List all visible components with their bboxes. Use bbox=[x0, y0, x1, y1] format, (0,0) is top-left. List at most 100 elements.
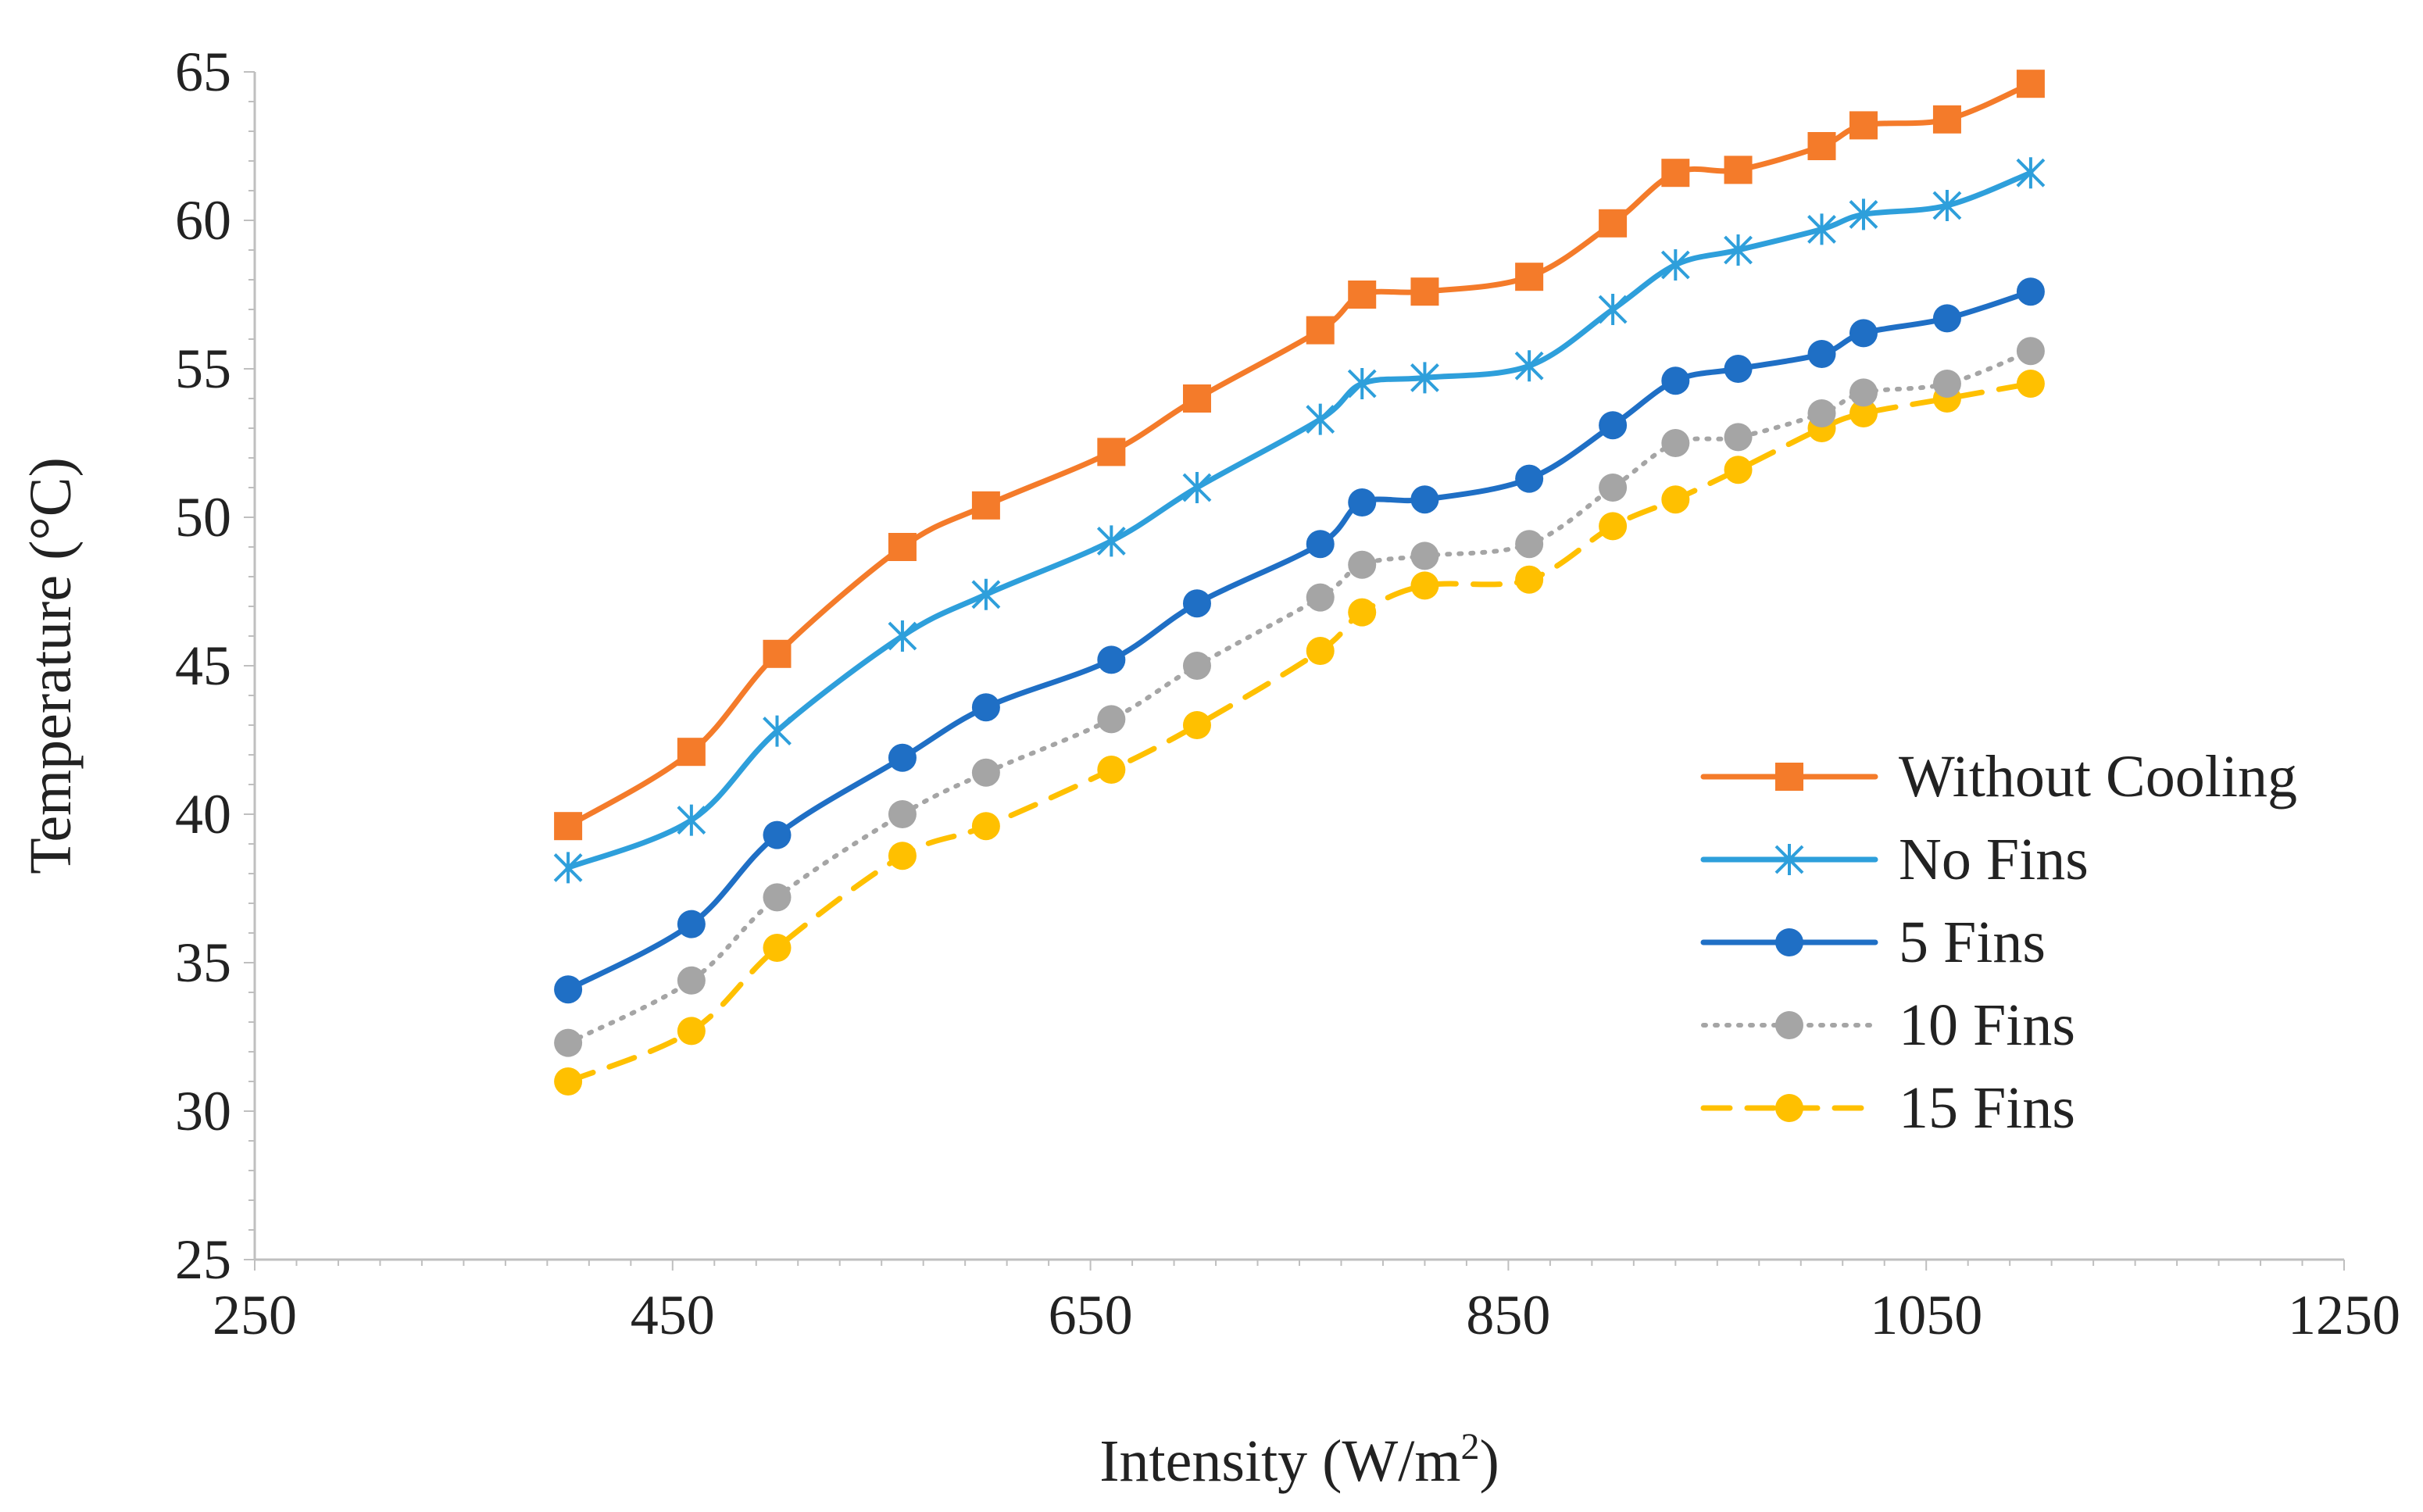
data-point-no-fins bbox=[1347, 368, 1377, 399]
data-point-5-fins bbox=[1410, 485, 1439, 514]
y-tick-label: 60 bbox=[175, 189, 231, 252]
data-point-5-fins bbox=[1097, 645, 1126, 674]
data-point-5-fins bbox=[2016, 277, 2045, 306]
data-point-10-fins bbox=[1932, 370, 1961, 398]
legend-label: No Fins bbox=[1899, 827, 2089, 892]
data-point-no-fins bbox=[763, 715, 792, 747]
data-point-10-fins bbox=[1515, 530, 1544, 559]
series-10-fins bbox=[554, 337, 2045, 1057]
legend-item-no-fins: No Fins bbox=[1700, 827, 2089, 892]
y-tick-label: 30 bbox=[175, 1080, 231, 1142]
data-point-5-fins bbox=[1661, 366, 1690, 395]
legend-label: 15 Fins bbox=[1899, 1075, 2075, 1141]
data-point-no-fins bbox=[1849, 198, 1878, 231]
data-point-5-fins bbox=[1724, 355, 1753, 383]
data-point-no-fins bbox=[1724, 234, 1753, 266]
data-point-without-cooling bbox=[1348, 281, 1377, 309]
data-point-15-fins bbox=[554, 1067, 583, 1096]
y-tick-label: 35 bbox=[175, 931, 231, 994]
y-axis-title: Temperature (°C) bbox=[18, 457, 84, 874]
data-point-10-fins bbox=[554, 1028, 583, 1057]
data-point-5-fins bbox=[1306, 530, 1335, 559]
data-point-without-cooling bbox=[1410, 277, 1439, 306]
data-point-no-fins bbox=[1807, 213, 1836, 245]
series-without-cooling bbox=[554, 70, 2045, 841]
data-point-10-fins bbox=[1849, 378, 1878, 407]
legend-label: Without Cooling bbox=[1899, 744, 2297, 810]
data-point-without-cooling bbox=[971, 491, 1000, 520]
data-point-without-cooling bbox=[1306, 316, 1335, 345]
data-point-without-cooling bbox=[1932, 105, 1961, 134]
legend-item-10-fins: 10 Fins bbox=[1701, 992, 2075, 1058]
data-point-without-cooling bbox=[1599, 209, 1628, 238]
data-point-no-fins bbox=[1598, 294, 1628, 325]
data-point-15-fins bbox=[1724, 456, 1753, 484]
data-point-no-fins bbox=[1514, 350, 1544, 382]
data-point-no-fins bbox=[1660, 249, 1690, 281]
data-point-15-fins bbox=[763, 934, 792, 962]
data-point-5-fins bbox=[1932, 304, 1961, 333]
data-point-no-fins bbox=[677, 804, 706, 836]
series-line-no-fins bbox=[565, 170, 2034, 870]
series-group bbox=[553, 70, 2046, 1096]
y-tick-label: 50 bbox=[175, 486, 231, 549]
data-point-without-cooling bbox=[763, 639, 792, 668]
data-point-10-fins bbox=[1661, 429, 1690, 457]
data-point-15-fins bbox=[971, 812, 1000, 841]
data-point-10-fins bbox=[971, 758, 1000, 787]
legend-marker bbox=[1775, 928, 1803, 956]
data-point-without-cooling bbox=[1661, 159, 1690, 188]
data-point-5-fins bbox=[1807, 340, 1836, 368]
data-point-5-fins bbox=[763, 820, 792, 849]
data-point-no-fins bbox=[553, 852, 583, 884]
data-point-5-fins bbox=[1182, 589, 1211, 618]
data-point-no-fins bbox=[1096, 525, 1126, 557]
legend: Without Cooling No Fins 5 Fins 10 Fins 15 Fi… bbox=[1700, 744, 2297, 1141]
legend-marker bbox=[1775, 1094, 1803, 1122]
series-5-fins bbox=[554, 277, 2045, 1004]
x-axis-title: Intensity (W/m2) bbox=[1099, 1426, 1499, 1494]
data-point-without-cooling bbox=[1807, 132, 1836, 160]
data-point-15-fins bbox=[1348, 598, 1377, 627]
data-point-15-fins bbox=[888, 842, 917, 870]
data-point-without-cooling bbox=[888, 533, 917, 561]
legend-item-15-fins: 15 Fins bbox=[1700, 1075, 2075, 1141]
y-tick-label: 65 bbox=[175, 41, 231, 103]
data-point-10-fins bbox=[677, 966, 706, 995]
data-point-10-fins bbox=[1348, 550, 1377, 579]
data-point-15-fins bbox=[677, 1017, 706, 1046]
x-tick-label: 250 bbox=[213, 1284, 297, 1346]
data-point-5-fins bbox=[1599, 411, 1628, 440]
data-point-without-cooling bbox=[554, 812, 583, 841]
data-point-without-cooling bbox=[1515, 263, 1544, 291]
data-point-no-fins bbox=[971, 578, 1001, 610]
x-tick-label: 650 bbox=[1049, 1284, 1133, 1346]
data-point-15-fins bbox=[1410, 571, 1439, 600]
x-axis-title-sup: 2 bbox=[1460, 1426, 1479, 1467]
legend-item-without-cooling: Without Cooling bbox=[1700, 744, 2297, 810]
data-point-no-fins bbox=[1410, 362, 1439, 394]
legend-marker bbox=[1775, 1011, 1803, 1039]
x-tick-label: 850 bbox=[1466, 1284, 1550, 1346]
legend-marker bbox=[1774, 844, 1804, 875]
data-point-15-fins bbox=[1097, 756, 1126, 784]
data-point-5-fins bbox=[1515, 464, 1544, 493]
series-line-without-cooling bbox=[565, 80, 2034, 829]
data-point-15-fins bbox=[1849, 399, 1878, 427]
axes: 25 30 35 40 45 50 55 60 65 250 450 650 850 1050 1250 bbox=[175, 41, 2400, 1346]
data-point-without-cooling bbox=[1849, 111, 1878, 140]
data-point-10-fins bbox=[1599, 474, 1628, 502]
data-point-15-fins bbox=[1599, 512, 1628, 541]
data-point-5-fins bbox=[554, 975, 583, 1004]
y-tick-label: 45 bbox=[175, 634, 231, 697]
data-point-10-fins bbox=[1097, 705, 1126, 734]
legend-label: 10 Fins bbox=[1899, 992, 2075, 1058]
data-point-10-fins bbox=[2016, 337, 2045, 366]
data-point-no-fins bbox=[1182, 472, 1212, 503]
data-point-10-fins bbox=[1306, 583, 1335, 612]
data-point-10-fins bbox=[1724, 423, 1753, 452]
data-point-5-fins bbox=[971, 693, 1000, 722]
x-tick-label: 1250 bbox=[2288, 1284, 2400, 1346]
data-point-without-cooling bbox=[677, 738, 706, 767]
